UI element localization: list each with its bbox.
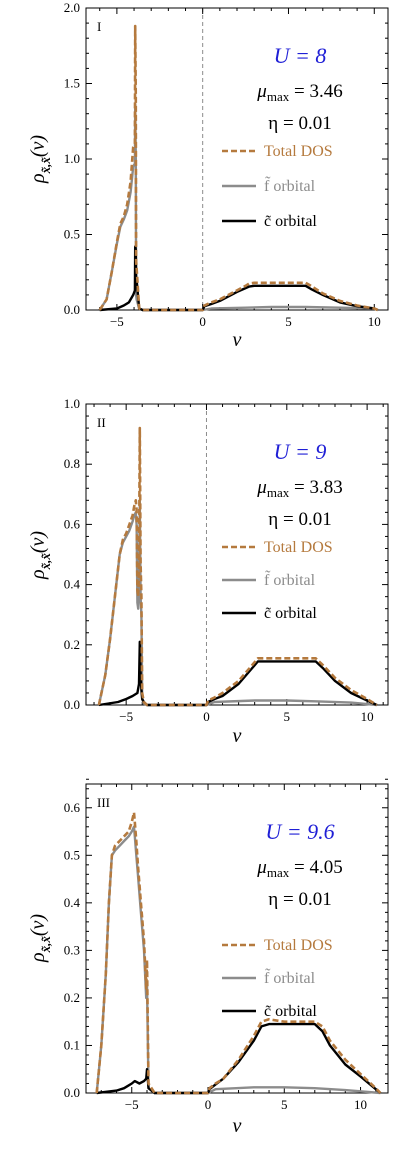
series-line-total-dos: [97, 426, 378, 707]
y-tick-label: 2.0: [64, 0, 80, 15]
x-tick-label: 10: [368, 314, 381, 329]
y-tick-label: 0.8: [64, 456, 80, 471]
mu-annotation: μmax = 3.46: [256, 81, 342, 104]
y-tick-label: 0.6: [64, 516, 81, 531]
x-tick-label: 0: [199, 314, 206, 329]
panel-label: I: [97, 19, 101, 34]
panel-label: III: [97, 795, 110, 810]
u-annotation: U = 9: [274, 439, 327, 464]
u-annotation: U = 9.6: [265, 819, 334, 844]
chart-panel-1: −5 0 5 10 0.0 0.5 1.0 1.5 2.0 ν ρx̃,x̃(ν) I U = 8 μma…: [27, 0, 389, 351]
x-tick-label: 0: [203, 709, 210, 724]
plot-frame: [85, 783, 389, 1094]
y-tick-label: 0.3: [64, 942, 80, 957]
x-tick-label: 10: [361, 709, 374, 724]
eta-annotation: η = 0.01: [268, 113, 331, 134]
y-tick-label: 0.2: [64, 990, 80, 1005]
series-line-c-orbital: [96, 1022, 382, 1095]
x-tick-label: −5: [110, 314, 124, 329]
x-tick-label: 5: [284, 709, 291, 724]
chart-panel-2: −5 0 5 10 0.0 0.2 0.4 0.6 0.8 1.0 ν ρx̃,x̃(ν) II U = …: [27, 396, 389, 747]
x-tick-label: −5: [125, 1097, 139, 1112]
y-tick-label: 0.1: [64, 1037, 80, 1052]
legend-label-total-dos: Total DOS: [264, 143, 333, 160]
y-tick-label: 0.5: [64, 227, 80, 242]
series-line-total-dos: [98, 24, 379, 312]
y-tick-label: 0.0: [64, 302, 80, 317]
x-axis-label: ν: [233, 725, 242, 747]
legend-label-total-dos: Total DOS: [264, 539, 333, 556]
series-line-f-orbital: [98, 103, 379, 312]
legend-label-f-orbital: f̃ orbital: [264, 968, 316, 987]
y-tick-label: 0.4: [64, 577, 81, 592]
y-tick-label: 0.2: [64, 637, 80, 652]
y-tick-label: 1.5: [64, 76, 80, 91]
series-line-c-orbital: [99, 245, 379, 312]
legend-label-c-orbital: c̃ orbital: [264, 1003, 317, 1020]
x-axis-label: ν: [233, 1115, 242, 1137]
y-axis-label: ρx̃,x̃(ν): [27, 914, 53, 963]
x-tick-label: 5: [281, 1097, 288, 1112]
y-axis-label: ρx̃,x̃(ν): [27, 135, 53, 184]
y-tick-label: 1.0: [64, 396, 80, 411]
series-line-f-orbital: [95, 825, 381, 1095]
panel-label: II: [97, 415, 106, 430]
y-tick-label: 0.0: [64, 697, 80, 712]
x-axis-label: ν: [233, 329, 242, 351]
mu-annotation: μmax = 4.05: [256, 857, 342, 880]
y-tick-label: 0.4: [64, 895, 81, 910]
eta-annotation: η = 0.01: [268, 889, 331, 910]
x-tick-label: 5: [285, 314, 292, 329]
eta-annotation: η = 0.01: [268, 509, 331, 530]
plot-frame: [85, 403, 389, 706]
y-tick-label: 0.5: [64, 847, 80, 862]
y-tick-label: 0.6: [64, 800, 81, 815]
y-tick-label: 0.0: [64, 1085, 80, 1100]
legend-label-f-orbital: f̃ orbital: [264, 176, 316, 195]
x-tick-label: −5: [119, 709, 133, 724]
mu-annotation: μmax = 3.83: [256, 477, 342, 500]
legend-label-c-orbital: c̃ orbital: [264, 213, 317, 230]
legend-label-total-dos: Total DOS: [264, 937, 333, 954]
chart-panel-3: −5 0 5 10 0.0 0.1 0.2 0.3 0.4 0.5 0.6 ν ρx̃,x̃(ν) III…: [27, 778, 389, 1137]
y-axis-label: ρx̃,x̃(ν): [27, 531, 53, 580]
u-annotation: U = 8: [274, 43, 327, 68]
x-tick-label: 10: [354, 1097, 367, 1112]
legend-label-f-orbital: f̃ orbital: [264, 570, 316, 589]
series-line-total-dos: [95, 811, 382, 1095]
x-tick-label: 0: [205, 1097, 212, 1112]
y-tick-label: 1.0: [64, 151, 80, 166]
legend-label-c-orbital: c̃ orbital: [264, 605, 317, 622]
